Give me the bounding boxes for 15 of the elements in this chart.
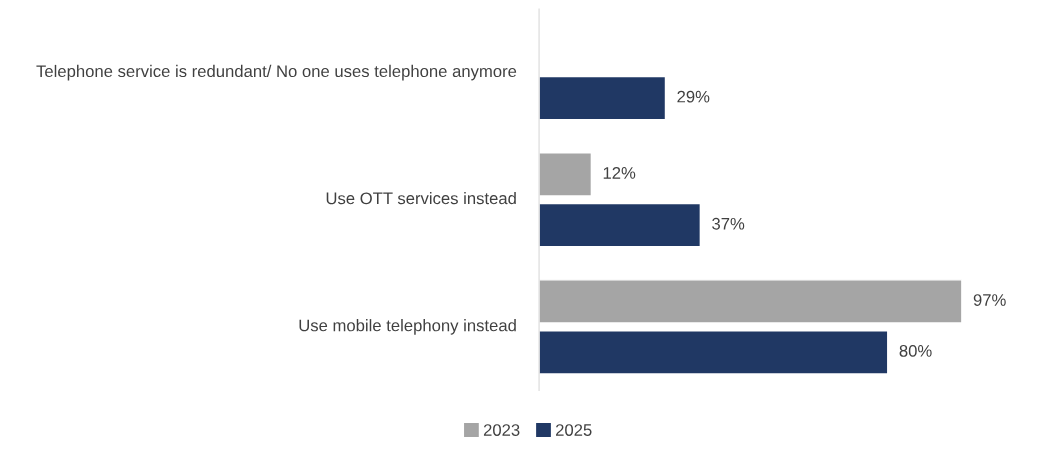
y-tick-label: Use OTT services instead [326, 191, 516, 205]
data-label: 12% [603, 167, 636, 179]
bar [539, 202, 702, 248]
data-label: 97% [973, 294, 1006, 306]
bar [539, 152, 593, 197]
bar [539, 75, 667, 121]
data-label: 80% [899, 344, 932, 357]
y-tick-label: Telephone service is redundant/ No one uses telephone anymore [36, 64, 517, 81]
y-tick-label: Use mobile telephony instead [299, 319, 516, 335]
legend-label: 2023 [483, 424, 520, 436]
bar [539, 329, 889, 375]
data-label: 29% [677, 90, 710, 103]
bar [539, 279, 963, 324]
data-label: 37% [712, 217, 745, 230]
legend-label: 2025 [556, 424, 592, 436]
